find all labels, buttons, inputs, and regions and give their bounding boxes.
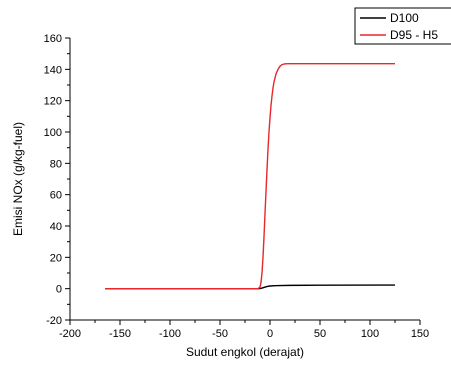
y-tick-label: -20 xyxy=(46,315,62,327)
x-tick-label: 0 xyxy=(267,328,273,340)
y-tick-label: 120 xyxy=(44,96,62,108)
y-tick-label: 0 xyxy=(56,284,62,296)
x-tick-label: -150 xyxy=(109,328,131,340)
legend-label-d95-h5: D95 - H5 xyxy=(390,28,438,42)
axes: -200 -150 -100 -50 0 50 100 150-200204060801001… xyxy=(44,33,430,340)
x-tick-label: -200 xyxy=(59,328,81,340)
y-tick-label: 80 xyxy=(50,158,62,170)
x-tick-label: -100 xyxy=(159,328,181,340)
legend-box xyxy=(354,7,451,45)
y-tick-label: 40 xyxy=(50,221,62,233)
y-tick-label: 160 xyxy=(44,33,62,45)
y-tick-label: 60 xyxy=(50,190,62,202)
x-tick-label: 100 xyxy=(361,328,379,340)
y-axis-title: Emisi NOx (g/kg-fuel) xyxy=(11,122,25,236)
legend: D100 D95 - H5 xyxy=(354,7,451,45)
y-tick-label: 20 xyxy=(50,252,62,264)
series-layer xyxy=(105,62,396,290)
series-line-d95-h5 xyxy=(105,62,395,290)
y-tick-label: 100 xyxy=(44,127,62,139)
x-tick-label: -50 xyxy=(212,328,228,340)
legend-label-d100: D100 xyxy=(390,11,419,25)
x-axis-title: Sudut engkol (derajat) xyxy=(186,345,304,359)
x-tick-label: 50 xyxy=(314,328,326,340)
y-tick-label: 140 xyxy=(44,64,62,76)
x-tick-label: 150 xyxy=(411,328,429,340)
